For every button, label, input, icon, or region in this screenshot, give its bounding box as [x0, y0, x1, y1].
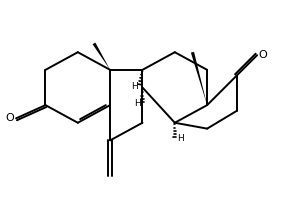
- Text: O: O: [5, 113, 14, 123]
- Text: H: H: [131, 81, 138, 91]
- Polygon shape: [92, 43, 110, 70]
- Text: O: O: [259, 50, 267, 60]
- Text: H: H: [177, 135, 184, 143]
- Polygon shape: [191, 52, 207, 105]
- Text: H: H: [134, 99, 140, 108]
